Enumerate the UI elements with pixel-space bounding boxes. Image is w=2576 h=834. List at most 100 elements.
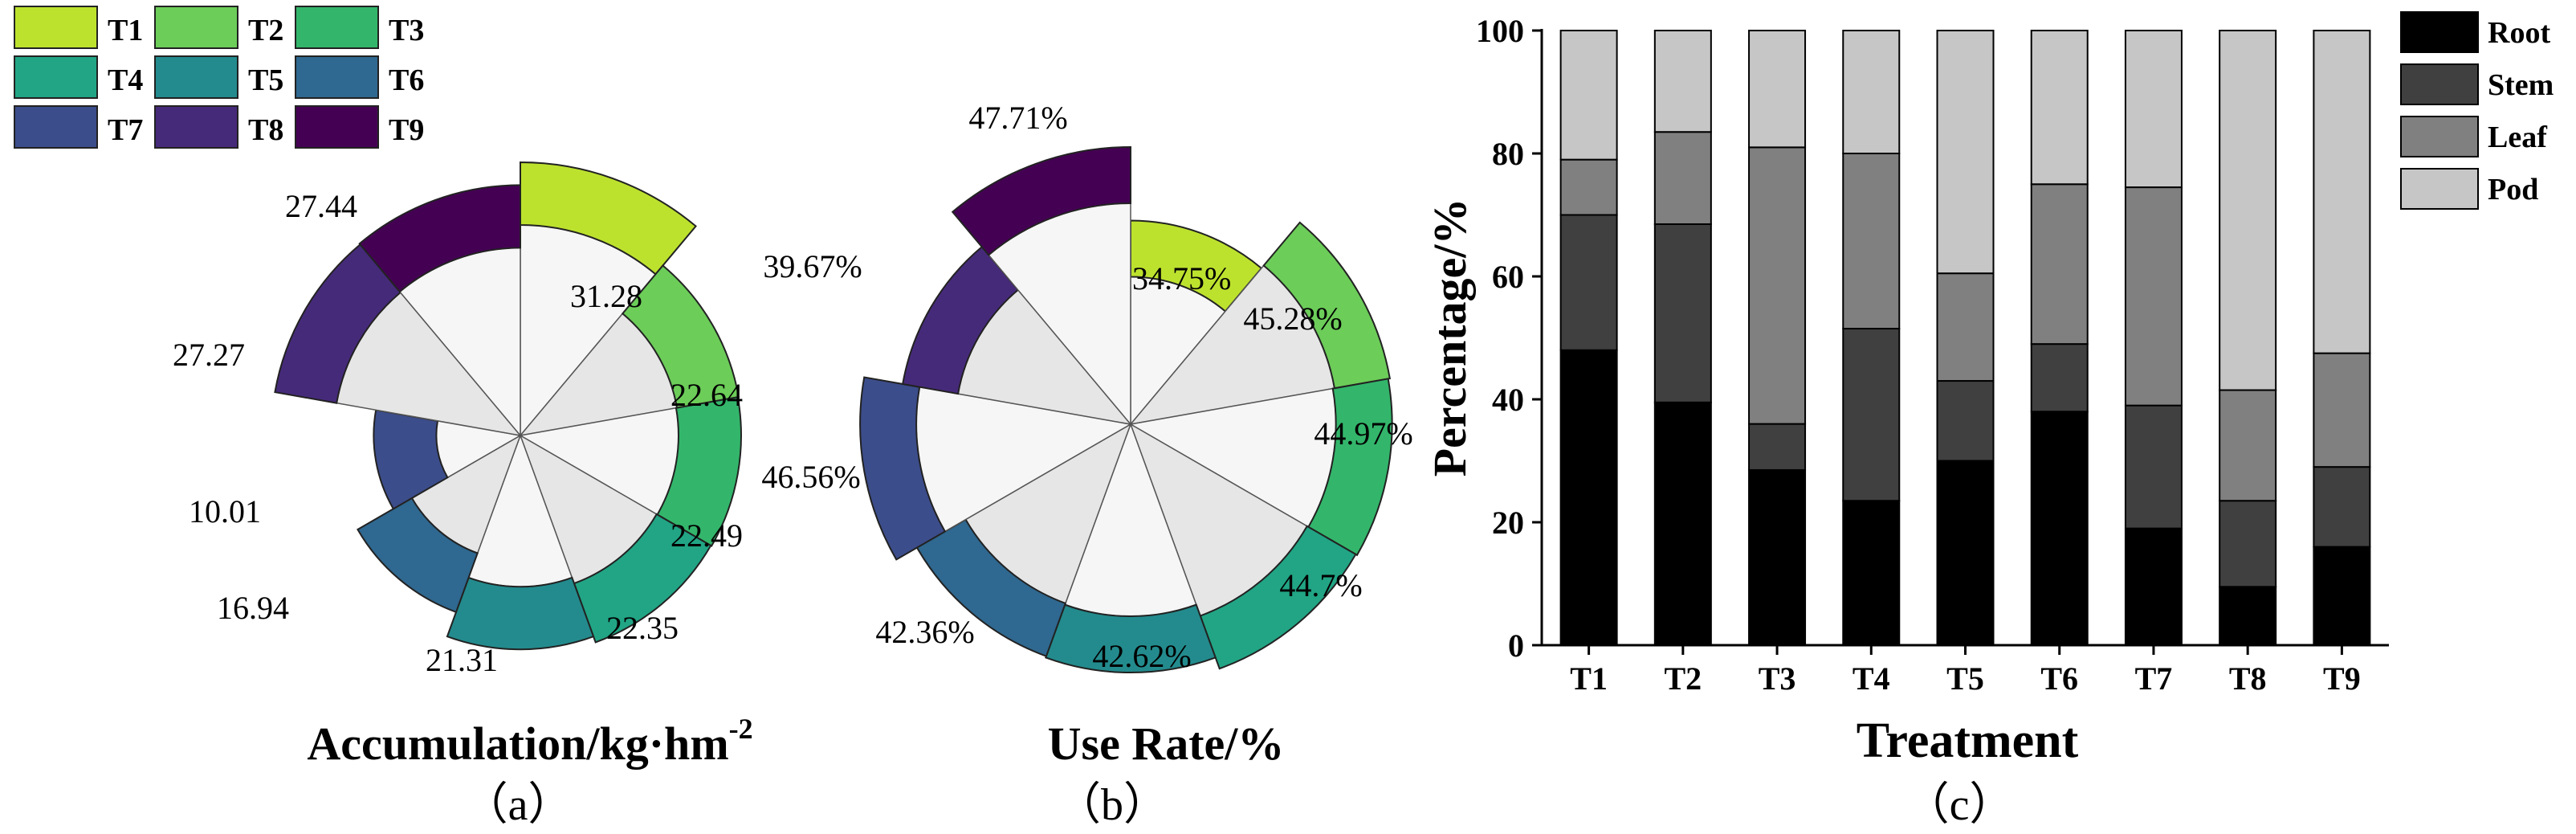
bar-t5-stem [1936,380,1995,462]
x-tick-label-t6: T6 [2040,660,2078,697]
bar-t6-leaf [2030,183,2089,345]
legend-label-t3: T3 [389,14,424,47]
data-label-t9: 27.44 [285,188,357,224]
bar-t2-stem [1653,223,1712,403]
data-label-t8: 39.67% [763,248,862,284]
x-tick-label-t1: T1 [1570,660,1608,697]
y-tick-label-60: 60 [1492,259,1524,295]
data-label-t2: 45.28% [1243,300,1342,337]
data-label-t5: 21.31 [426,642,498,678]
bar-t3-stem [1748,423,1807,471]
rose-wedge-t7 [859,376,947,561]
bar-legend-label-pod: Pod [2488,173,2538,206]
bar-t5-pod [1936,30,1995,275]
bar-t7-pod [2124,30,2183,189]
bar-t5-root [1936,460,1995,646]
x-tick-label-t7: T7 [2135,660,2173,697]
x-tick-label-t2: T2 [1664,660,1702,697]
legend-swatch-t7 [14,105,98,149]
x-tick-label-t5: T5 [1946,660,1984,697]
bar-t9-leaf [2313,352,2371,468]
data-label-t7: 10.01 [189,493,261,529]
x-tick-label-t3: T3 [1759,660,1796,697]
bar-t8-stem [2219,500,2277,588]
legend-label-t6: T6 [389,63,424,97]
bar-legend-swatch-leaf [2400,116,2479,157]
panel-label-b: （b） [1056,780,1168,830]
bar-t4-pod [1842,30,1901,154]
rose-wedge-t4 [573,513,712,644]
bar-t4-stem [1842,328,1901,502]
bar-t7-leaf [2124,186,2183,407]
data-label-t4: 44.7% [1279,567,1362,603]
bar-t8-leaf [2219,389,2277,502]
rose-wedge-t2 [1262,221,1392,390]
y-tick-label-40: 40 [1492,382,1524,418]
y-tick-label-80: 80 [1492,136,1524,172]
bar-t8-root [2219,586,2277,647]
x-tick-label-t9: T9 [2323,660,2361,697]
bar-legend-label-leaf: Leaf [2488,121,2548,154]
bar-t1-pod [1559,30,1618,161]
rose-wedge-t5 [1045,603,1217,673]
legend-swatch-t5 [154,55,238,99]
data-label-t9: 47.71% [968,100,1067,136]
data-label-t8: 27.27 [173,337,245,373]
data-label-t3: 22.49 [670,517,743,554]
y-tick-label-20: 20 [1492,505,1524,541]
bar-t1-leaf [1559,158,1618,216]
data-label-t7: 46.56% [761,459,860,495]
legend-label-t7: T7 [108,113,143,147]
rose-chart-use-rate: 34.75% 45.28% 44.97% 44.7% 42.62% 42.36% 46.56… [761,100,1412,674]
bar-t9-pod [2313,30,2371,354]
bar-t6-root [2030,411,2089,646]
rose-wedge-t3 [1307,378,1393,557]
panel-label-c: （c） [1905,780,2015,830]
data-label-t1: 31.28 [570,278,642,314]
bar-t7-stem [2124,404,2183,529]
bar-t3-pod [1748,30,1807,149]
legend-label-t2: T2 [248,14,283,47]
data-label-t2: 22.64 [670,377,743,413]
bar-legend-label-stem: Stem [2488,68,2554,102]
chart-a-title: Accumulation/kg·hm-2 [307,713,752,770]
bar-legend-swatch-pod [2400,168,2479,210]
bar-t2-leaf [1653,131,1712,225]
rose-chart-accumulation: 31.28 22.64 22.49 22.35 21.31 16.94 10.01 27.27… [173,161,743,678]
bar-t6-pod [2030,30,2089,186]
legend-swatch-t4 [14,55,98,99]
bar-t1-root [1559,349,1618,646]
bar-t6-stem [2030,343,2089,413]
x-tick-label-t8: T8 [2229,660,2267,697]
rose-wedge-t3 [656,396,742,547]
bar-t1-stem [1559,214,1618,351]
y-tick-label-100: 100 [1476,13,1524,49]
bar-t4-root [1842,500,1901,646]
legend-swatch-t9 [295,105,379,149]
x-tick-label-t4: T4 [1853,660,1890,697]
bar-t7-root [2124,527,2183,647]
bar-t8-pod [2219,30,2277,391]
legend-swatch-t8 [154,105,238,149]
data-label-t6: 16.94 [217,590,289,626]
legend-label-t9: T9 [389,113,424,147]
bar-t3-root [1748,468,1807,646]
chart-b-title: Use Rate/% [1048,717,1285,770]
data-label-t4: 22.35 [606,610,679,646]
rose-wedge-t1 [520,161,697,276]
stacked-bar-chart: 0 20 40 60 80 100 T1 T2 T3 T4 T5 T6 T7 T8 T9 Root Stem Le… [1476,11,2554,697]
legend-swatch-t2 [154,6,238,49]
legend-swatch-t6 [295,55,379,99]
rose-wedge-t2 [621,264,740,409]
bar-t2-pod [1653,30,1712,133]
rose-wedge-t9 [951,145,1131,256]
bar-t3-leaf [1748,146,1807,425]
bar-t2-root [1653,401,1712,646]
legend-swatch-t3 [295,6,379,49]
bar-legend-swatch-stem [2400,63,2479,105]
bar-t9-root [2313,546,2371,646]
treatment-legend: T1 T2 T3 T4 T5 T6 T7 T8 T9 [14,6,424,149]
panel-label-a: （a） [463,780,573,830]
data-label-t3: 44.97% [1314,415,1412,452]
